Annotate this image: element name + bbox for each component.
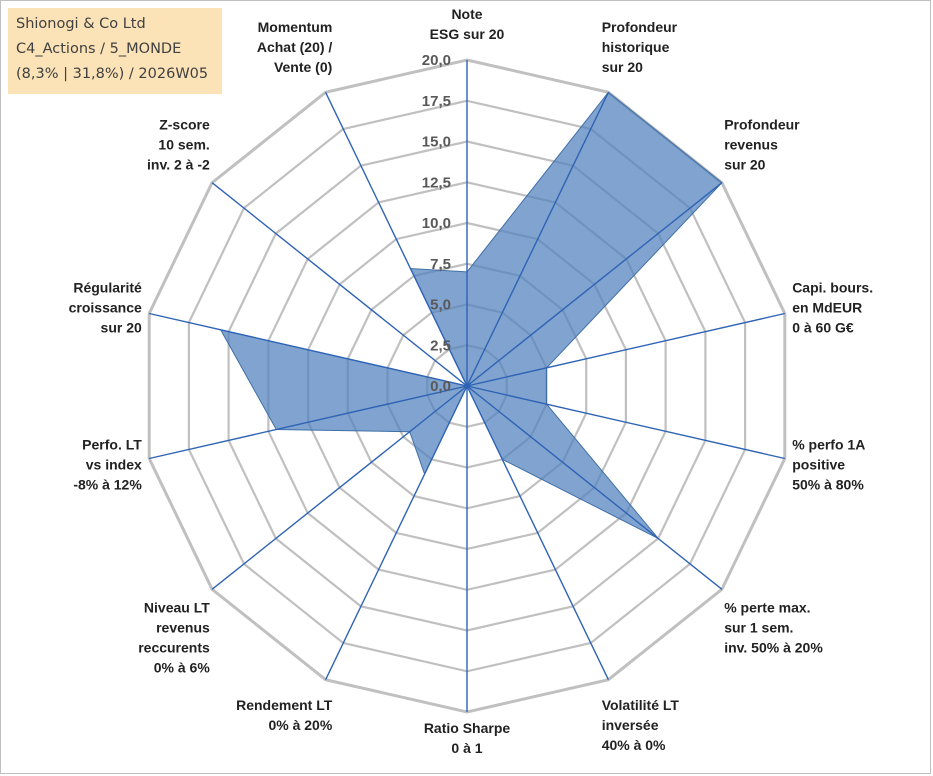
axis-label-line: Rendement LT	[236, 697, 333, 713]
tick-label: 5,0	[430, 297, 451, 314]
axis-spoke	[149, 385, 468, 460]
axis-label-line: % perte max.	[724, 600, 810, 616]
axis-label-line: Ratio Sharpe	[424, 720, 511, 736]
axis-label-line: Z-score	[159, 117, 210, 133]
axis-label-line: reccurents	[138, 640, 210, 656]
axis-label-line: 0 à 1	[451, 740, 482, 756]
radar-tick-labels: 0,0 2,5 5,0 7,5 10,0 12,5 15,0 17,5 20,0	[422, 52, 451, 395]
axis-label: Rendement LT 0% à 20%	[236, 697, 333, 733]
axis-label-line: croissance	[69, 300, 142, 316]
axis-spoke	[466, 182, 723, 387]
axis-label-line: 0% à 20%	[268, 717, 332, 733]
radar-spokes	[149, 60, 785, 712]
axis-label-line: 50% à 80%	[792, 476, 864, 492]
axis-label: Momentum Achat (20) / Vente (0)	[257, 19, 333, 75]
tick-label: 2,5	[430, 337, 451, 354]
axis-label: Volatilité LT inversée 40% à 0%	[602, 697, 680, 753]
tick-label: 7,5	[430, 256, 451, 273]
axis-label-line: ESG sur 20	[430, 26, 505, 42]
axis-label-line: sur 20	[724, 157, 765, 173]
axis-label-line: revenus	[724, 137, 778, 153]
axis-label: % perte max. sur 1 sem. inv. 50% à 20%	[724, 600, 823, 656]
axis-label-line: revenus	[156, 620, 210, 636]
axis-label-line: inversée	[602, 717, 659, 733]
axis-spoke	[211, 182, 468, 387]
axis-label-line: inv. 50% à 20%	[724, 640, 823, 656]
axis-label-line: sur 20	[101, 320, 142, 336]
axis-label-line: 0% à 6%	[154, 660, 211, 676]
axis-label-line: Capi. bours.	[792, 280, 873, 296]
axis-label: Profondeur revenus sur 20	[724, 117, 800, 173]
axis-label-line: vs index	[86, 456, 142, 472]
tick-label: 10,0	[422, 215, 451, 232]
axis-label: Régularité croissance sur 20	[69, 280, 142, 336]
axis-label-line: sur 20	[602, 59, 643, 75]
axis-label: Ratio Sharpe 0 à 1	[424, 720, 511, 756]
axis-label-line: Momentum	[258, 19, 333, 35]
axis-label-line: 10 sem.	[158, 137, 209, 153]
axis-label-line: -8% à 12%	[73, 476, 142, 492]
axis-label-line: Régularité	[73, 280, 142, 296]
axis-spoke	[466, 385, 723, 590]
axis-label-line: Profondeur	[724, 117, 800, 133]
axis-label-line: Niveau LT	[144, 600, 210, 616]
axis-label-line: en MdEUR	[792, 300, 862, 316]
tick-label: 15,0	[422, 134, 451, 151]
axis-spoke	[466, 385, 610, 681]
axis-label: Perfo. LT vs index -8% à 12%	[73, 436, 142, 492]
axis-label-line: Perfo. LT	[82, 436, 142, 452]
axis-label-line: sur 1 sem.	[724, 620, 793, 636]
axis-label-line: % perfo 1A	[792, 436, 865, 452]
tick-label: 12,5	[422, 174, 451, 191]
axis-label: Profondeur historique sur 20	[602, 19, 678, 75]
axis-label-line: Note	[451, 6, 482, 22]
axis-label: Capi. bours. en MdEUR 0 à 60 G€	[792, 280, 873, 336]
title-line-1: Shionogi & Co Ltd	[16, 16, 146, 32]
axis-spoke	[149, 312, 468, 387]
axis-label: Niveau LT revenus reccurents 0% à 6%	[138, 600, 210, 676]
radar-axis-labels: Note ESG sur 20 Profondeur historique sur 20…	[69, 6, 873, 756]
axis-label-line: Profondeur	[602, 19, 678, 35]
axis-label-line: Achat (20) /	[257, 39, 333, 55]
axis-spoke	[466, 312, 785, 387]
axis-spoke	[466, 91, 610, 387]
axis-label: Note ESG sur 20	[430, 6, 505, 42]
tick-label: 0,0	[430, 378, 451, 395]
axis-spoke	[211, 385, 468, 590]
axis-label: Z-score 10 sem. inv. 2 à -2	[147, 117, 210, 173]
axis-spoke	[324, 91, 468, 387]
axis-label-line: historique	[602, 39, 670, 55]
tick-label: 20,0	[422, 52, 451, 69]
title-line-2: C4_Actions / 5_MONDE	[16, 41, 182, 57]
axis-label-line: Vente (0)	[274, 59, 332, 75]
chart-title-box: Shionogi & Co Ltd C4_Actions / 5_MONDE (…	[8, 8, 222, 94]
tick-label: 17,5	[422, 93, 451, 110]
axis-spoke	[466, 385, 785, 460]
axis-label-line: positive	[792, 456, 845, 472]
axis-label: % perfo 1A positive 50% à 80%	[792, 436, 865, 492]
axis-label-line: inv. 2 à -2	[147, 157, 210, 173]
title-line-3: (8,3% | 31,8%) / 2026W05	[16, 66, 209, 82]
axis-label-line: Volatilité LT	[602, 697, 680, 713]
axis-spoke	[324, 385, 468, 681]
axis-label-line: 0 à 60 G€	[792, 320, 854, 336]
axis-label-line: 40% à 0%	[602, 737, 666, 753]
